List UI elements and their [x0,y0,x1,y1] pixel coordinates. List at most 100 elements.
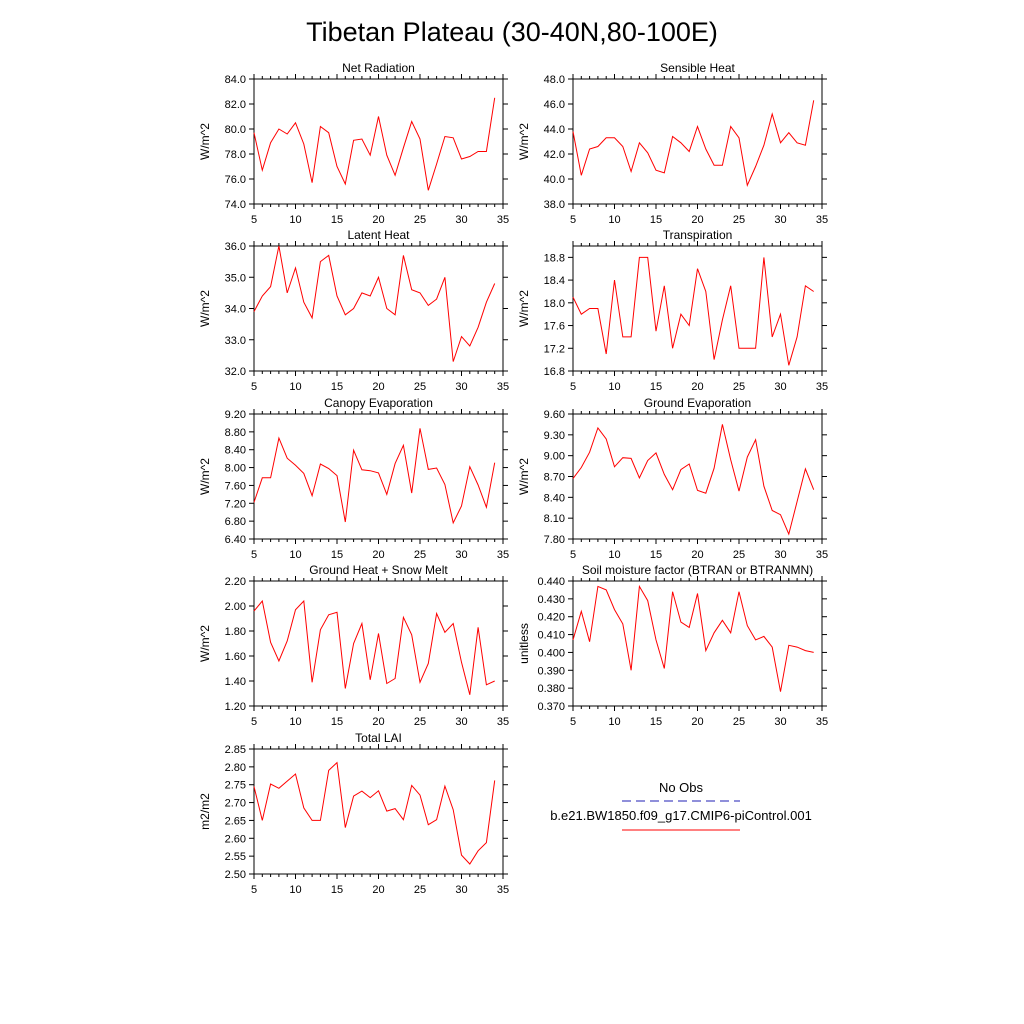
y-tick-label: 9.30 [544,430,565,442]
y-tick-label: 6.40 [225,534,246,546]
y-tick-label: 35.0 [225,272,246,284]
y-tick-label: 74.0 [225,199,246,211]
y-tick-label: 2.75 [225,780,246,792]
y-tick-label: 0.430 [537,594,565,606]
panel-title: Ground Evaporation [644,396,751,410]
y-tick-label: 48.0 [544,74,565,86]
x-tick-label: 10 [289,716,301,728]
x-tick-label: 10 [289,214,301,226]
y-tick-label: 0.410 [537,630,565,642]
x-tick-label: 20 [691,549,703,561]
x-tick-label: 15 [650,549,662,561]
x-tick-label: 35 [497,214,509,226]
x-tick-label: 30 [455,381,467,393]
y-tick-label: 8.70 [544,472,565,484]
panels: Net Radiation W/m^2 5 10 15 20 25 30 35 74.0 76.0 7… [198,61,828,896]
panel-title: Transpiration [663,228,733,242]
x-tick-label: 15 [331,716,343,728]
x-tick-label: 30 [455,214,467,226]
x-tick-label: 5 [570,381,576,393]
y-tick-label: 18.4 [544,275,565,287]
y-tick-label: 46.0 [544,99,565,111]
plot-frame [253,245,504,372]
series-line-1 [253,599,495,695]
plot-frame [253,78,504,205]
y-tick-label: 34.0 [225,304,246,316]
y-tick-label: 18.0 [544,298,565,310]
legend: No Obs b.e21.BW1850.f09_g17.CMIP6-piCont… [550,780,812,831]
panel-title: Latent Heat [347,228,410,242]
panel-3: Latent Heat W/m^2 5 10 15 20 25 30 35 32.0 33.0 34.… [198,228,509,393]
y-tick-label: 2.50 [225,869,246,881]
y-tick-label: 32.0 [225,366,246,378]
series-line-1 [572,256,814,366]
x-tick-label: 25 [414,381,426,393]
y-tick-label: 2.55 [225,851,246,863]
panel-title: Soil moisture factor (BTRAN or BTRANMN) [582,563,813,577]
x-tick-label: 5 [251,381,257,393]
y-tick-label: 40.0 [544,174,565,186]
x-tick-label: 15 [331,884,343,896]
y-axis-label: W/m^2 [517,458,531,495]
x-tick-label: 10 [608,716,620,728]
x-tick-label: 10 [608,381,620,393]
y-tick-label: 9.60 [544,409,565,421]
y-axis-label: W/m^2 [517,123,531,160]
y-axis-label: W/m^2 [198,458,212,495]
y-tick-label: 0.390 [537,665,565,677]
y-tick-label: 2.70 [225,798,246,810]
figure-title: Tibetan Plateau (30-40N,80-100E) [306,17,718,47]
y-tick-label: 7.60 [225,480,246,492]
x-tick-label: 15 [331,214,343,226]
x-tick-label: 35 [816,381,828,393]
x-tick-label: 5 [251,716,257,728]
y-tick-label: 0.400 [537,647,565,659]
x-tick-label: 30 [774,716,786,728]
panel-6: Ground Evaporation W/m^2 5 10 15 20 25 30 35 7.80… [517,396,828,561]
x-tick-label: 25 [733,716,745,728]
series-line-1 [253,245,496,362]
x-tick-label: 20 [691,716,703,728]
y-tick-label: 17.2 [544,343,565,355]
y-tick-label: 44.0 [544,124,565,136]
x-tick-label: 10 [289,884,301,896]
x-tick-label: 20 [372,214,384,226]
y-tick-label: 2.20 [225,576,246,588]
x-tick-label: 25 [733,381,745,393]
panel-title: Canopy Evaporation [324,396,433,410]
y-tick-label: 33.0 [225,335,246,347]
y-tick-label: 2.85 [225,744,246,756]
y-tick-label: 2.60 [225,833,246,845]
y-tick-label: 0.440 [537,576,565,588]
x-tick-label: 5 [251,549,257,561]
x-tick-label: 5 [251,884,257,896]
y-tick-label: 78.0 [225,149,246,161]
y-tick-label: 9.00 [544,451,565,463]
y-tick-label: 8.00 [225,463,246,475]
panel-5: Canopy Evaporation W/m^2 5 10 15 20 25 30 35 6.40… [198,396,509,561]
y-tick-label: 2.00 [225,601,246,613]
x-tick-label: 15 [331,381,343,393]
x-tick-label: 30 [774,214,786,226]
panel-title: Ground Heat + Snow Melt [309,563,448,577]
y-tick-label: 8.10 [544,513,565,525]
x-tick-label: 25 [414,716,426,728]
panel-7: Ground Heat + Snow Melt W/m^2 5 10 15 20 25 30 3… [198,563,509,728]
y-tick-label: 42.0 [544,149,565,161]
x-tick-label: 30 [455,716,467,728]
x-tick-label: 5 [570,214,576,226]
y-tick-label: 8.40 [544,492,565,504]
x-tick-label: 25 [733,549,745,561]
x-tick-label: 35 [816,716,828,728]
panel-title: Net Radiation [342,61,415,75]
y-tick-label: 1.40 [225,676,246,688]
y-tick-label: 8.80 [225,427,246,439]
y-tick-label: 80.0 [225,124,246,136]
x-tick-label: 20 [691,381,703,393]
y-tick-label: 8.40 [225,445,246,457]
x-tick-label: 35 [497,549,509,561]
x-tick-label: 10 [289,381,301,393]
legend-label-obs: No Obs [659,780,704,795]
y-tick-label: 1.80 [225,626,246,638]
